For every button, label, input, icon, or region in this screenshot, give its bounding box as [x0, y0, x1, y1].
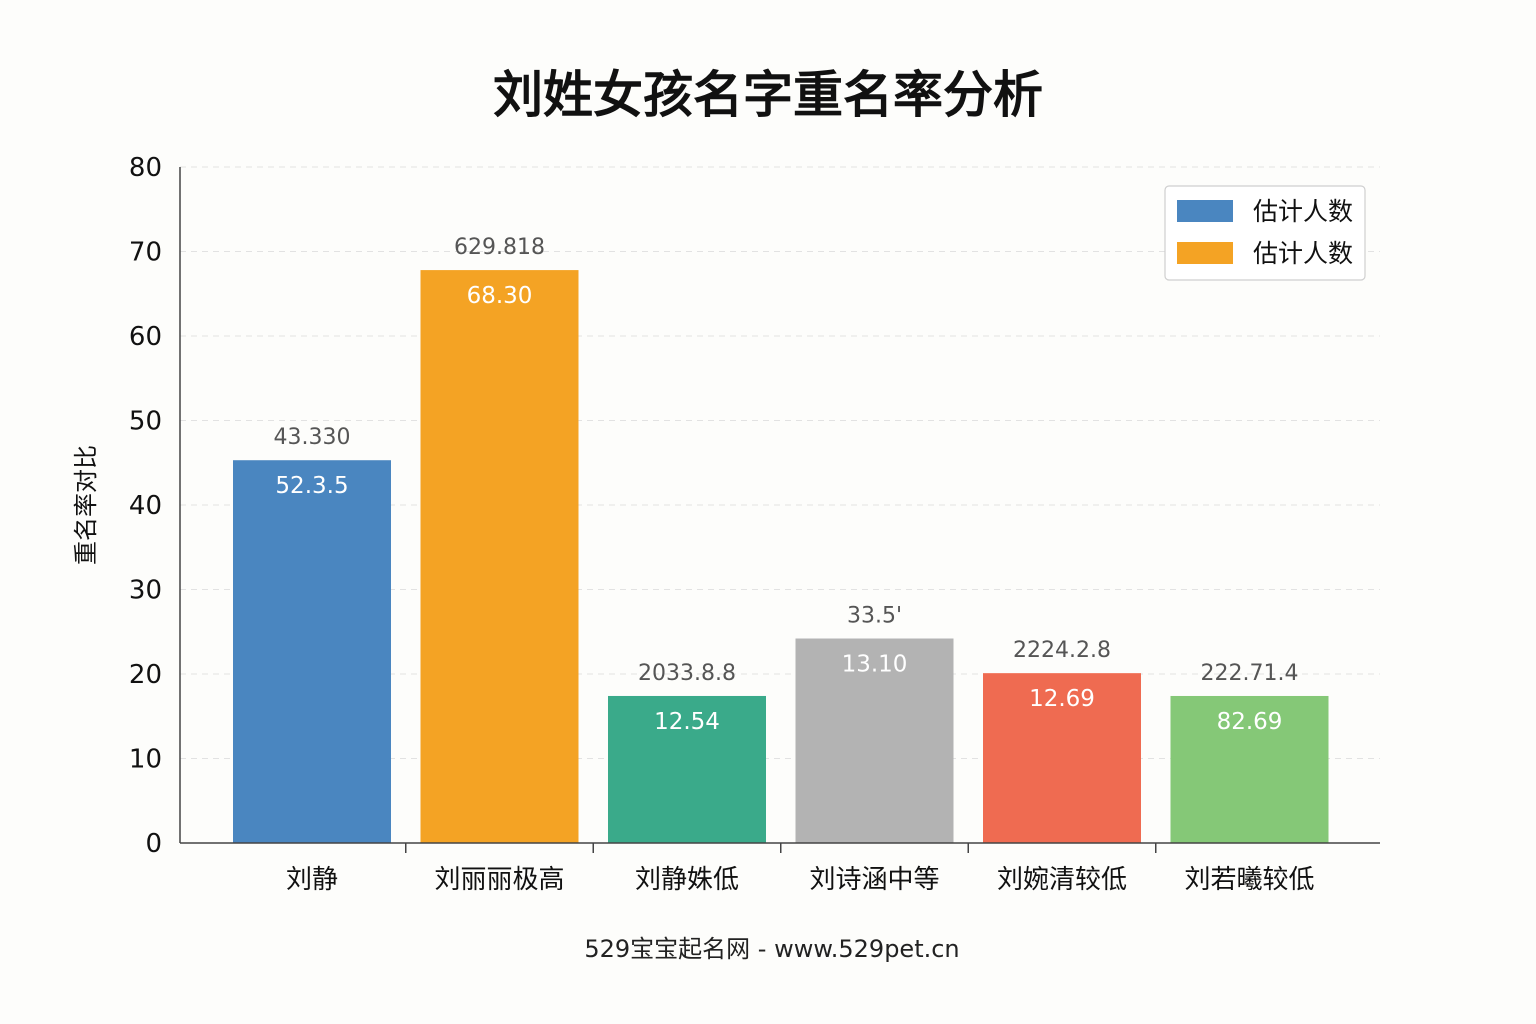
bar-top-label: 43.330 [274, 425, 351, 450]
bar [608, 695, 766, 843]
bar [1170, 695, 1329, 843]
bar [983, 673, 1141, 843]
x-tick-label: 刘静姝低 [635, 865, 739, 895]
bar-top-label: 222.71.4 [1201, 661, 1299, 686]
x-tick-label: 刘静 [286, 865, 338, 895]
bar-value-label: 68.30 [467, 283, 533, 309]
bar-top-label: 629.818 [454, 235, 545, 260]
bar-value-label: 13.10 [842, 652, 908, 678]
bars: 43.330 52.3.5 629.818 68.30 2033.8.8 12.54 33.… [233, 235, 1329, 844]
y-axis-label: 重名率对比 [72, 445, 100, 565]
x-tick-label: 刘丽丽极高 [434, 865, 564, 895]
bar [795, 638, 954, 843]
bar-value-label: 82.69 [1217, 709, 1283, 735]
y-tick-label: 80 [129, 153, 162, 183]
bar-value-label: 52.3.5 [275, 473, 348, 499]
y-tick-label: 60 [129, 322, 162, 352]
x-tick-label: 刘若曦较低 [1184, 865, 1314, 895]
bar-value-label: 12.54 [654, 709, 720, 735]
legend-swatch [1177, 200, 1233, 222]
y-tick-label: 30 [129, 576, 162, 606]
chart-title: 刘姓女孩名字重名率分析 [493, 66, 1043, 124]
y-tick-label: 70 [129, 238, 162, 268]
legend-label: 估计人数 [1253, 239, 1353, 268]
y-tick-label: 0 [145, 829, 162, 859]
axes: 0 10 20 30 40 50 60 70 80 刘静 刘丽丽极高 刘静姝低 刘诗涵中等 刘婉清较低 刘若… [129, 153, 1380, 895]
bar [233, 460, 391, 843]
x-tick-label: 刘诗涵中等 [809, 865, 939, 895]
y-tick-label: 10 [129, 745, 162, 775]
y-tick-label: 20 [129, 660, 162, 690]
legend-swatch [1177, 242, 1233, 264]
bar [420, 270, 579, 844]
bar-top-label: 2033.8.8 [638, 661, 736, 686]
legend-label: 估计人数 [1253, 197, 1353, 226]
y-tick-label: 40 [129, 491, 162, 521]
bar-top-label: 33.5' [847, 604, 902, 629]
bar-value-label: 12.69 [1029, 686, 1095, 712]
y-tick-label: 50 [129, 407, 162, 437]
x-tick-label: 刘婉清较低 [997, 865, 1127, 895]
footer-credit: 529宝宝起名网 - www.529pet.cn [584, 935, 959, 963]
bar-top-label: 2224.2.8 [1013, 638, 1111, 663]
